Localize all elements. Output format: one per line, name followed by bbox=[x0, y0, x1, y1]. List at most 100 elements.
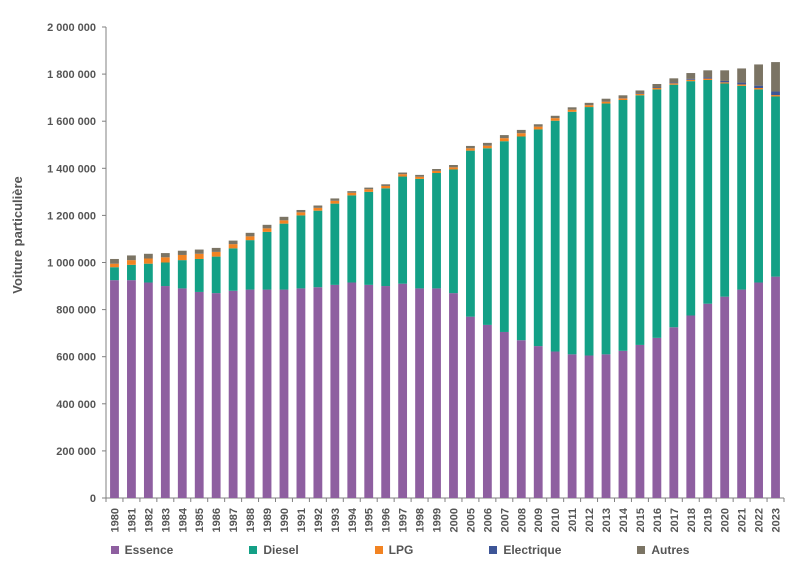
bar-lpg-2008 bbox=[516, 133, 526, 137]
bar-diesel-1986 bbox=[211, 256, 221, 294]
bar-essence-1993 bbox=[330, 284, 340, 498]
bar-lpg-1982 bbox=[143, 258, 153, 264]
bar-stack-2022 bbox=[754, 64, 763, 498]
bar-lpg-2017 bbox=[669, 83, 679, 85]
bars bbox=[110, 62, 780, 498]
bar-autres-2007 bbox=[499, 135, 509, 139]
x-tick-label: 1990 bbox=[279, 508, 291, 532]
bar-lpg-1993 bbox=[330, 200, 340, 204]
bar-lpg-1986 bbox=[211, 251, 221, 257]
y-tick-label: 600 000 bbox=[56, 352, 96, 364]
bar-lpg-2009 bbox=[533, 126, 543, 130]
y-tick-label: 1 000 000 bbox=[47, 258, 96, 270]
bar-lpg-2018 bbox=[686, 79, 696, 82]
bar-stack-1986 bbox=[211, 247, 221, 498]
bar-stack-1993 bbox=[330, 198, 340, 498]
bar-essence-2019 bbox=[703, 303, 713, 498]
bar-diesel-1985 bbox=[194, 258, 204, 292]
bar-diesel-2007 bbox=[499, 141, 509, 332]
x-tick-label: 1982 bbox=[143, 508, 155, 532]
bar-stack-1998 bbox=[415, 174, 424, 498]
bar-stack-1994 bbox=[347, 191, 357, 498]
bar-autres-1980 bbox=[110, 258, 119, 264]
y-tick-label: 200 000 bbox=[56, 446, 96, 458]
bar-autres-1985 bbox=[194, 249, 204, 254]
bar-autres-1992 bbox=[313, 205, 323, 208]
bar-lpg-1980 bbox=[110, 263, 119, 268]
x-tick-label: 2005 bbox=[465, 508, 477, 532]
bar-lpg-2012 bbox=[584, 105, 594, 108]
bar-autres-1987 bbox=[228, 240, 238, 245]
bar-essence-1999 bbox=[432, 288, 441, 498]
bar-stack-1982 bbox=[143, 253, 153, 498]
bar-stack-1990 bbox=[279, 216, 289, 498]
x-tick-label: 2011 bbox=[567, 508, 579, 532]
bar-autres-1998 bbox=[415, 174, 424, 177]
legend-label: Diesel bbox=[263, 543, 299, 557]
bar-essence-1981 bbox=[127, 280, 136, 498]
bar-lpg-2021 bbox=[737, 84, 747, 86]
bar-diesel-1996 bbox=[381, 188, 391, 287]
bar-autres-1983 bbox=[160, 253, 170, 258]
bar-essence-1985 bbox=[194, 291, 204, 498]
bar-essence-2023 bbox=[771, 276, 780, 498]
bar-essence-1983 bbox=[160, 286, 170, 498]
bar-lpg-2010 bbox=[550, 118, 560, 121]
bar-essence-2005 bbox=[466, 316, 475, 498]
x-tick-label: 2022 bbox=[754, 508, 766, 532]
x-tick-label: 2020 bbox=[720, 508, 732, 532]
bar-lpg-2006 bbox=[482, 145, 492, 149]
bar-autres-1999 bbox=[432, 169, 441, 171]
y-tick-label: 800 000 bbox=[56, 305, 96, 317]
bar-electrique-2023 bbox=[771, 91, 780, 96]
y-axis-title: Voiture particulière bbox=[10, 176, 25, 294]
bar-essence-1987 bbox=[228, 290, 238, 498]
legend-swatch bbox=[637, 546, 646, 554]
bar-lpg-1995 bbox=[364, 189, 374, 192]
legend-item-diesel: Diesel bbox=[249, 543, 299, 557]
bar-diesel-2023 bbox=[771, 96, 780, 277]
bar-lpg-2022 bbox=[754, 87, 763, 90]
bar-lpg-2023 bbox=[771, 95, 780, 97]
bar-lpg-2020 bbox=[720, 82, 730, 84]
bar-autres-1995 bbox=[364, 187, 374, 190]
bar-diesel-1980 bbox=[110, 267, 119, 281]
bar-autres-2013 bbox=[601, 98, 611, 102]
bar-autres-2006 bbox=[482, 142, 492, 146]
x-tick-label: 2015 bbox=[635, 508, 647, 532]
bar-electrique-2020 bbox=[720, 80, 730, 83]
bar-electrique-2021 bbox=[737, 82, 747, 85]
legend-item-lpg: LPG bbox=[374, 543, 414, 557]
bar-essence-2014 bbox=[618, 350, 628, 498]
bar-lpg-1991 bbox=[296, 212, 306, 216]
x-tick-label: 1996 bbox=[381, 508, 393, 532]
y-tick-label: 1 200 000 bbox=[47, 210, 96, 222]
bar-diesel-1998 bbox=[415, 178, 424, 289]
bar-autres-1982 bbox=[143, 253, 153, 259]
bar-lpg-1996 bbox=[381, 185, 391, 189]
bar-autres-1981 bbox=[127, 255, 136, 261]
y-tick-label: 1 400 000 bbox=[47, 163, 96, 175]
bar-autres-2014 bbox=[618, 95, 628, 99]
bar-stack-1988 bbox=[245, 232, 255, 498]
bar-essence-2007 bbox=[499, 331, 509, 498]
bar-diesel-2016 bbox=[652, 89, 662, 338]
legend-item-essence: Essence bbox=[110, 543, 173, 557]
bar-diesel-1984 bbox=[177, 260, 187, 289]
bar-essence-2022 bbox=[754, 282, 763, 498]
bar-lpg-1981 bbox=[127, 260, 136, 265]
bar-essence-2008 bbox=[516, 340, 526, 498]
legend-label: LPG bbox=[388, 543, 414, 557]
bar-autres-2010 bbox=[550, 115, 560, 119]
bar-diesel-2014 bbox=[618, 100, 628, 351]
bar-diesel-2021 bbox=[737, 85, 747, 290]
x-tick-label: 1995 bbox=[364, 508, 376, 532]
bar-diesel-2005 bbox=[466, 150, 475, 317]
bar-diesel-1995 bbox=[364, 191, 374, 285]
bar-essence-2012 bbox=[584, 355, 594, 498]
bar-stack-2008 bbox=[516, 129, 526, 498]
bar-autres-1984 bbox=[177, 250, 187, 255]
y-tick-label: 2 000 000 bbox=[47, 22, 96, 34]
x-tick-label: 1998 bbox=[415, 508, 427, 532]
bar-essence-1992 bbox=[313, 287, 323, 498]
